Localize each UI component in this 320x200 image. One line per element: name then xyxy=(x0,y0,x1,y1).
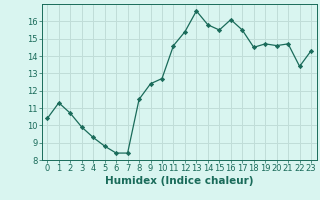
X-axis label: Humidex (Indice chaleur): Humidex (Indice chaleur) xyxy=(105,176,253,186)
